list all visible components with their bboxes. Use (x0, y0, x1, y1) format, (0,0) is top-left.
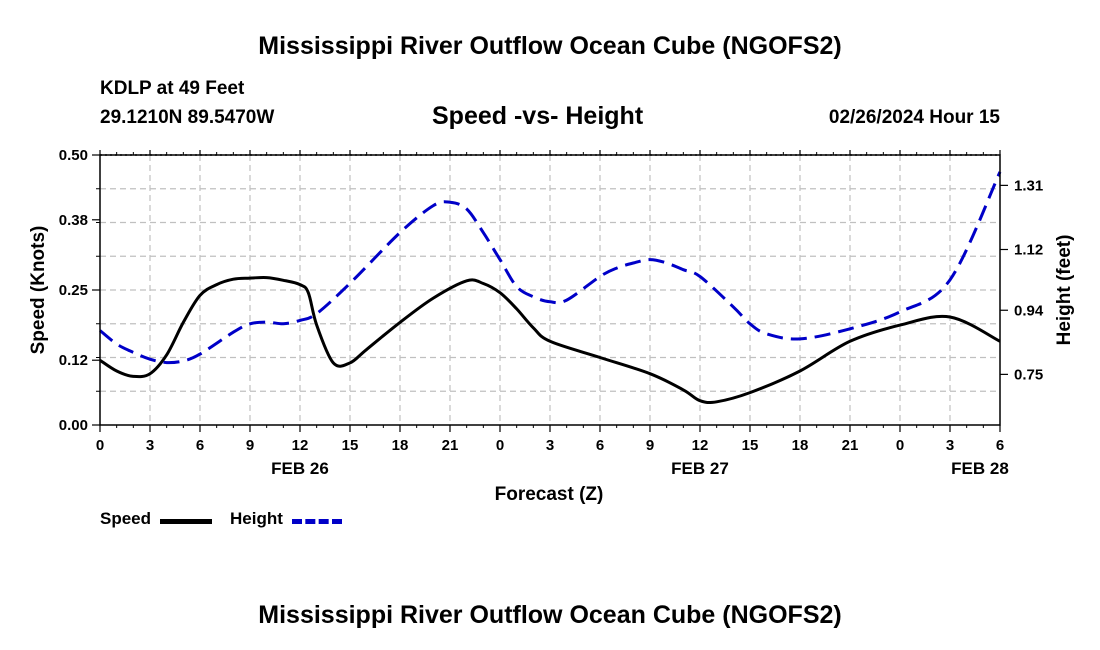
station-label: KDLP at 49 Feet (100, 78, 245, 99)
x-tick-label: 15 (342, 437, 359, 454)
x-tick-label: 18 (792, 437, 809, 454)
x-tick-label: 3 (146, 437, 154, 454)
series-lines (99, 171, 1002, 405)
x-axis-label: Forecast (Z) (495, 484, 604, 505)
date-label: FEB 27 (671, 459, 729, 478)
y2-axis-label: Height (feet) (1054, 235, 1075, 346)
y-tick-label: 0.38 (59, 212, 88, 229)
x-tick-label: 6 (596, 437, 604, 454)
speed-series-line (99, 275, 1001, 405)
x-tick-label: 6 (996, 437, 1004, 454)
x-tick-label: 15 (742, 437, 759, 454)
date-label: FEB 28 (951, 459, 1009, 478)
x-tick-label: 6 (196, 437, 204, 454)
x-tick-label: 21 (442, 437, 459, 454)
x-tick-label: 12 (292, 437, 309, 454)
legend-speed-swatch (160, 519, 212, 524)
axes: 0 3 6 9 12 15 18 21 0 3 6 9 12 15 18 21 0 3 6 0.00 0.12 0.25 0… (59, 147, 1044, 478)
x-tick-label: 12 (692, 437, 709, 454)
x-tick-label: 0 (96, 437, 104, 454)
y-tick-label: 0.50 (59, 147, 88, 164)
x-tick-label: 21 (842, 437, 859, 454)
grid-lines (100, 155, 1000, 425)
coordinates-label: 29.1210N 89.5470W (100, 107, 275, 128)
legend-height-swatch (292, 519, 342, 524)
date-label: FEB 26 (271, 459, 329, 478)
y2-tick-label: 1.31 (1014, 177, 1043, 194)
legend-height-label: Height (230, 509, 283, 528)
x-tick-label: 3 (546, 437, 554, 454)
y-tick-label: 0.12 (59, 352, 88, 369)
footer-title: Mississippi River Outflow Ocean Cube (NG… (258, 601, 842, 629)
y-axis-label: Speed (Knots) (28, 226, 49, 355)
x-tick-label: 3 (946, 437, 954, 454)
main-title: Mississippi River Outflow Ocean Cube (NG… (258, 32, 842, 60)
y2-tick-label: 0.94 (1014, 302, 1044, 319)
x-tick-label: 0 (896, 437, 904, 454)
y2-tick-label: 0.75 (1014, 366, 1043, 383)
x-tick-label: 9 (646, 437, 654, 454)
x-tick-label: 0 (496, 437, 504, 454)
y2-tick-label: 1.12 (1014, 242, 1043, 259)
legend-speed-label: Speed (100, 509, 152, 528)
y-tick-label: 0.25 (59, 282, 88, 299)
datetime-label: 02/26/2024 Hour 15 (828, 107, 1000, 128)
x-tick-label: 18 (392, 437, 409, 454)
height-series-line (99, 171, 1002, 365)
chart-title: Speed -vs- Height (432, 102, 644, 130)
y-tick-label: 0.00 (59, 417, 88, 434)
x-tick-label: 9 (246, 437, 254, 454)
